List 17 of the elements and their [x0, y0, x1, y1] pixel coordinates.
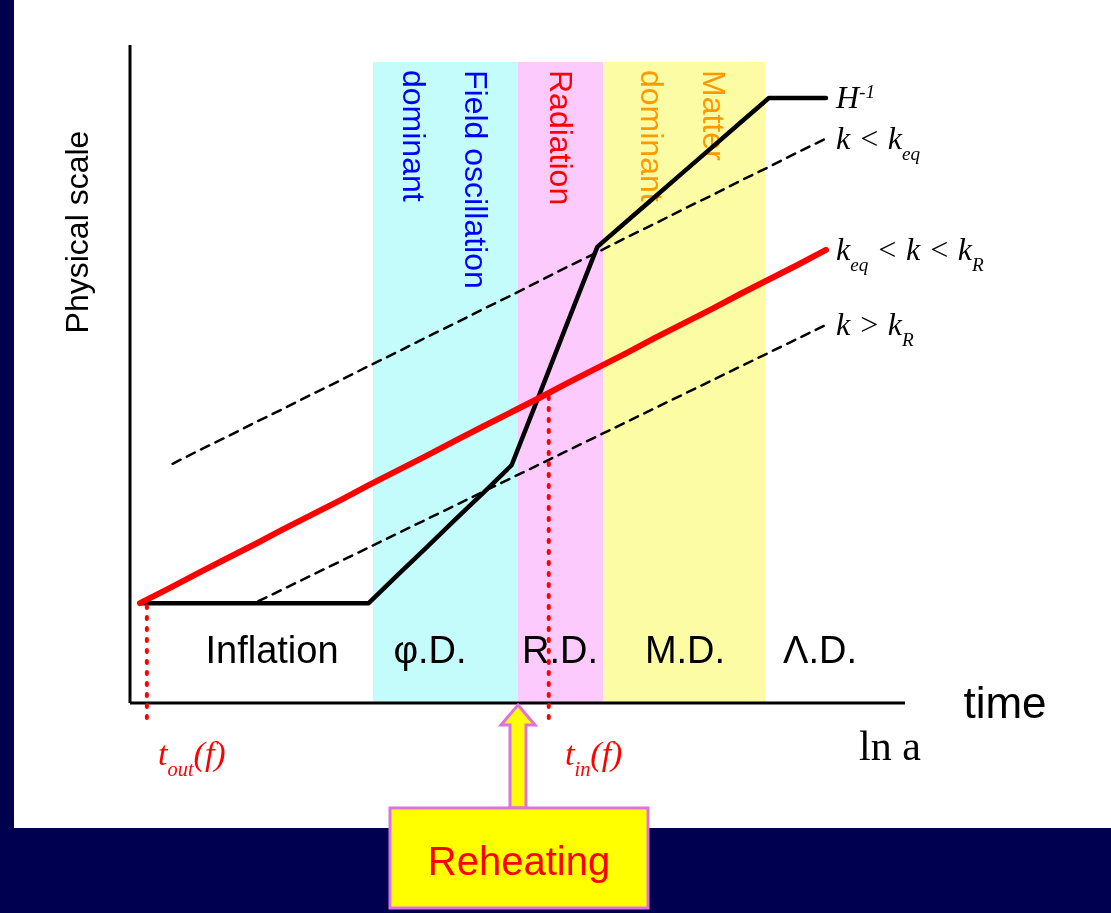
annotation: Radiation — [542, 70, 579, 206]
text: Reheating — [427, 839, 611, 883]
series-label: k$_{eq}$ < k < k$_{R}$ — [836, 230, 984, 275]
annotation: Inflation — [205, 629, 339, 671]
annotation: Field oscillation dominant — [395, 70, 494, 289]
series-label: k < k$_{eq}$ — [836, 119, 921, 164]
y-axis-title: Physical scale — [59, 130, 95, 334]
text: time — [963, 677, 1047, 727]
annotation: φ.D. — [393, 629, 467, 671]
annotation: M.D. — [644, 629, 726, 671]
annotation: R.D. — [522, 629, 598, 671]
annotation: Λ.D. — [783, 629, 857, 671]
series-label: k > k$_{R}$ — [836, 305, 914, 350]
text: t$_{in}$(f) — [565, 735, 623, 780]
series-label: H$^{-1}$ — [835, 79, 876, 115]
text: t$_{out}$(f) — [158, 735, 226, 780]
x-axis-title: ln a — [859, 723, 922, 769]
